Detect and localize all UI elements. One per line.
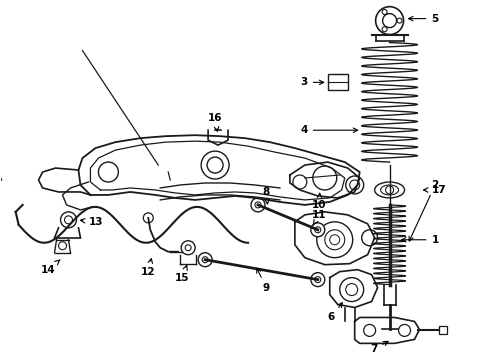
Circle shape	[251, 198, 265, 212]
Text: 15: 15	[175, 265, 190, 283]
Circle shape	[364, 324, 376, 336]
Text: 12: 12	[141, 258, 155, 276]
Circle shape	[398, 324, 411, 336]
Text: 16: 16	[208, 113, 222, 131]
Circle shape	[311, 223, 325, 237]
Ellipse shape	[375, 182, 405, 198]
Text: 8: 8	[263, 187, 270, 204]
Circle shape	[397, 18, 402, 23]
Text: 10: 10	[312, 193, 326, 210]
Text: 5: 5	[409, 14, 439, 24]
Text: 13: 13	[80, 217, 103, 227]
Circle shape	[201, 151, 229, 179]
Text: 17: 17	[423, 185, 446, 195]
Circle shape	[317, 222, 353, 258]
Circle shape	[61, 212, 76, 228]
Text: 7: 7	[370, 341, 388, 354]
Text: 1: 1	[402, 235, 439, 245]
Circle shape	[311, 273, 325, 287]
Circle shape	[58, 242, 67, 250]
Circle shape	[313, 166, 337, 190]
Text: 14: 14	[41, 260, 60, 275]
Text: 11: 11	[312, 210, 326, 225]
Circle shape	[98, 162, 119, 182]
Circle shape	[207, 157, 223, 173]
Text: 4: 4	[300, 125, 358, 135]
Circle shape	[293, 175, 307, 189]
FancyBboxPatch shape	[440, 327, 447, 334]
Text: 9: 9	[257, 268, 270, 293]
Circle shape	[143, 213, 153, 223]
Circle shape	[346, 176, 364, 194]
Text: 2: 2	[409, 180, 439, 241]
FancyBboxPatch shape	[328, 75, 348, 90]
Text: 3: 3	[300, 77, 324, 87]
Circle shape	[181, 241, 195, 255]
Circle shape	[362, 230, 378, 246]
Circle shape	[382, 27, 387, 32]
Circle shape	[382, 9, 387, 14]
Text: 6: 6	[327, 303, 343, 323]
Circle shape	[198, 253, 212, 267]
Circle shape	[340, 278, 364, 302]
